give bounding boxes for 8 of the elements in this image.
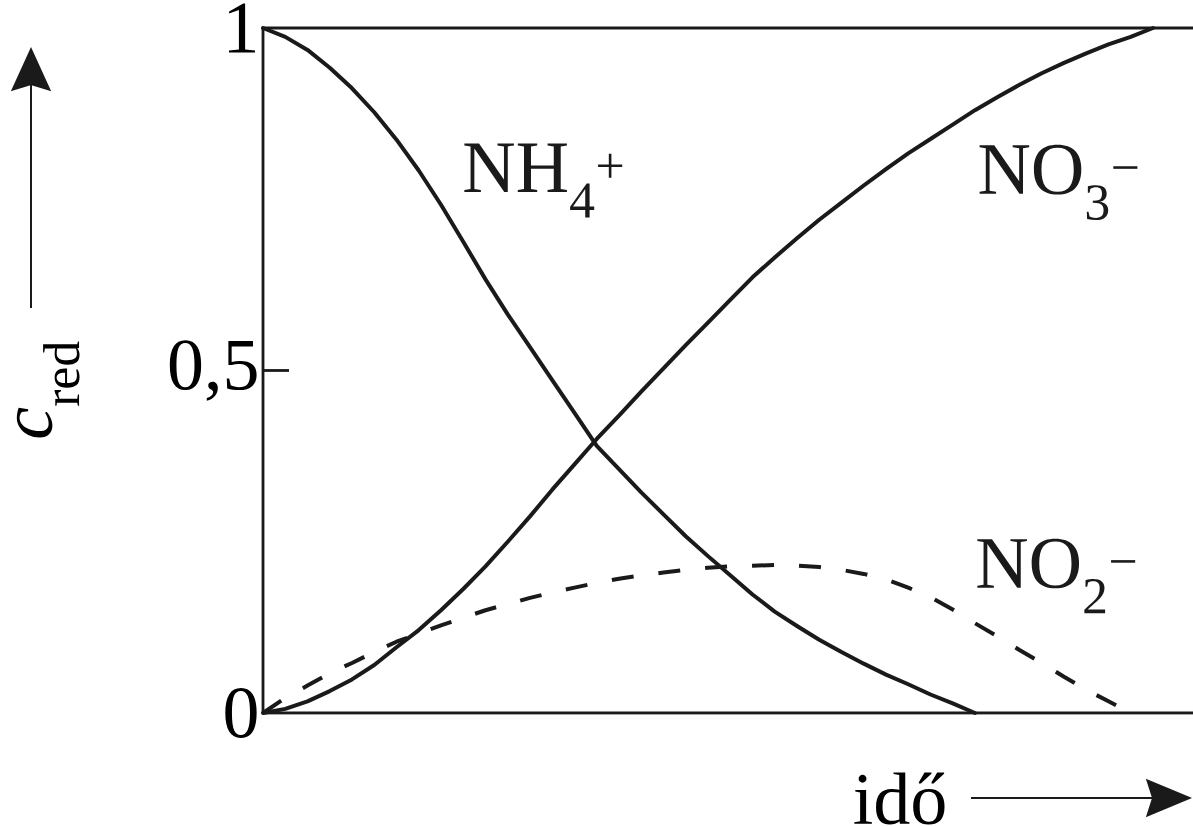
series-label: NO$_{3}$− bbox=[979, 144, 1138, 220]
y-axis-title: c$_{red}$ bbox=[16, 341, 80, 438]
y-tick-label: 1 bbox=[228, 3, 256, 53]
series-label: NO$_{2}$− bbox=[977, 538, 1136, 614]
x-axis-title: idő bbox=[854, 772, 945, 825]
y-tick-label: 0 bbox=[225, 688, 257, 738]
y-tick-label: 0,5 bbox=[169, 340, 257, 401]
series-label: NH$_{4}$+ bbox=[464, 143, 623, 218]
